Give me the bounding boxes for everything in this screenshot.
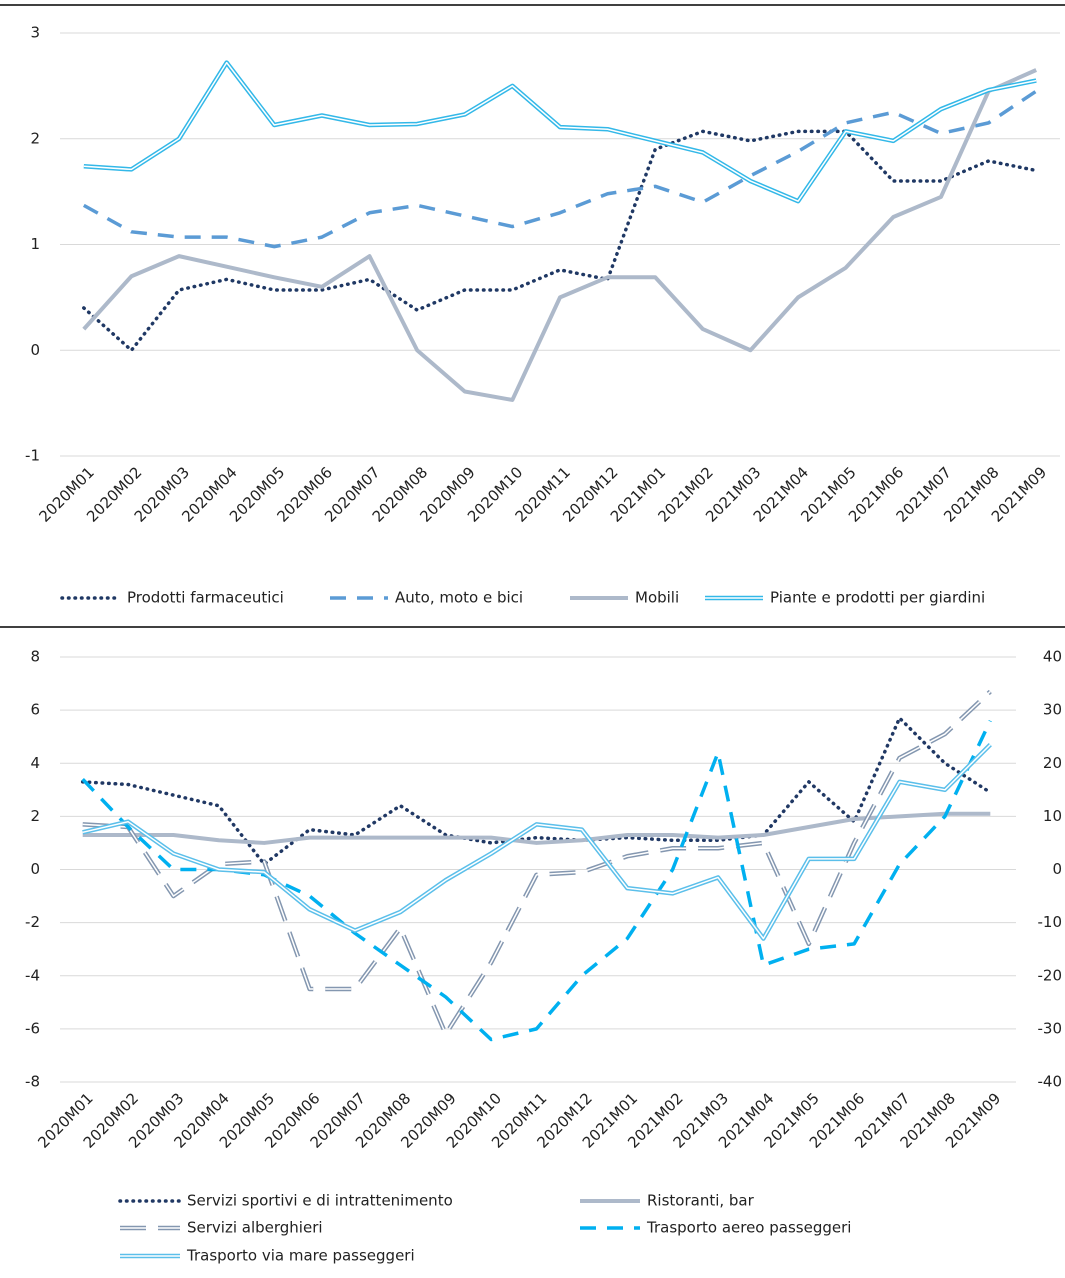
- legend-label: Mobili: [635, 589, 679, 607]
- y-tick-label: 4: [30, 754, 40, 772]
- y2-tick-label: 30: [1043, 701, 1062, 719]
- legend-label: Trasporto aereo passeggeri: [646, 1219, 851, 1237]
- y-tick-label: 2: [30, 129, 40, 147]
- y-tick-label: -6: [25, 1019, 40, 1037]
- legend-label: Trasporto via mare passeggeri: [186, 1247, 415, 1265]
- y2-tick-label: -10: [1038, 913, 1063, 931]
- y-tick-label: 3: [30, 24, 40, 42]
- series-line: [82, 689, 992, 1037]
- y-tick-label: 2: [30, 807, 40, 825]
- legend-label: Servizi sportivi e di intrattenimento: [187, 1192, 453, 1210]
- series-line: [80, 716, 993, 866]
- legend-label: Ristoranti, bar: [647, 1192, 755, 1210]
- series-line: [82, 89, 1038, 249]
- y-tick-label: 1: [30, 235, 40, 253]
- y2-tick-label: 0: [1052, 860, 1062, 878]
- y-tick-label: 0: [30, 341, 40, 359]
- y2-tick-label: 10: [1043, 807, 1062, 825]
- y-tick-label: -1: [25, 447, 40, 465]
- y-tick-label: -8: [25, 1073, 40, 1091]
- legend-label: Prodotti farmaceutici: [127, 589, 284, 607]
- legend-label: Piante e prodotti per giardini: [770, 589, 985, 607]
- series-line: [82, 811, 991, 845]
- series-line-inner: [82, 690, 991, 1035]
- legend-label: Servizi alberghieri: [187, 1219, 323, 1237]
- y2-tick-label: -30: [1038, 1019, 1063, 1037]
- legend-label: Auto, moto e bici: [395, 589, 523, 607]
- y-tick-label: -4: [25, 966, 40, 984]
- y2-tick-label: -40: [1038, 1073, 1063, 1091]
- y2-tick-label: 20: [1043, 754, 1062, 772]
- y2-tick-label: 40: [1043, 648, 1062, 666]
- y-tick-label: 8: [30, 648, 40, 666]
- y2-tick-label: -20: [1038, 966, 1063, 984]
- series-line: [82, 129, 1038, 352]
- series-line-inner: [83, 61, 1037, 202]
- y-tick-label: -2: [25, 913, 40, 931]
- series-line: [82, 68, 1038, 402]
- y-tick-label: 0: [30, 860, 40, 878]
- y-tick-label: 6: [30, 701, 40, 719]
- series-line-inner: [82, 744, 991, 940]
- series-line: [81, 719, 992, 1042]
